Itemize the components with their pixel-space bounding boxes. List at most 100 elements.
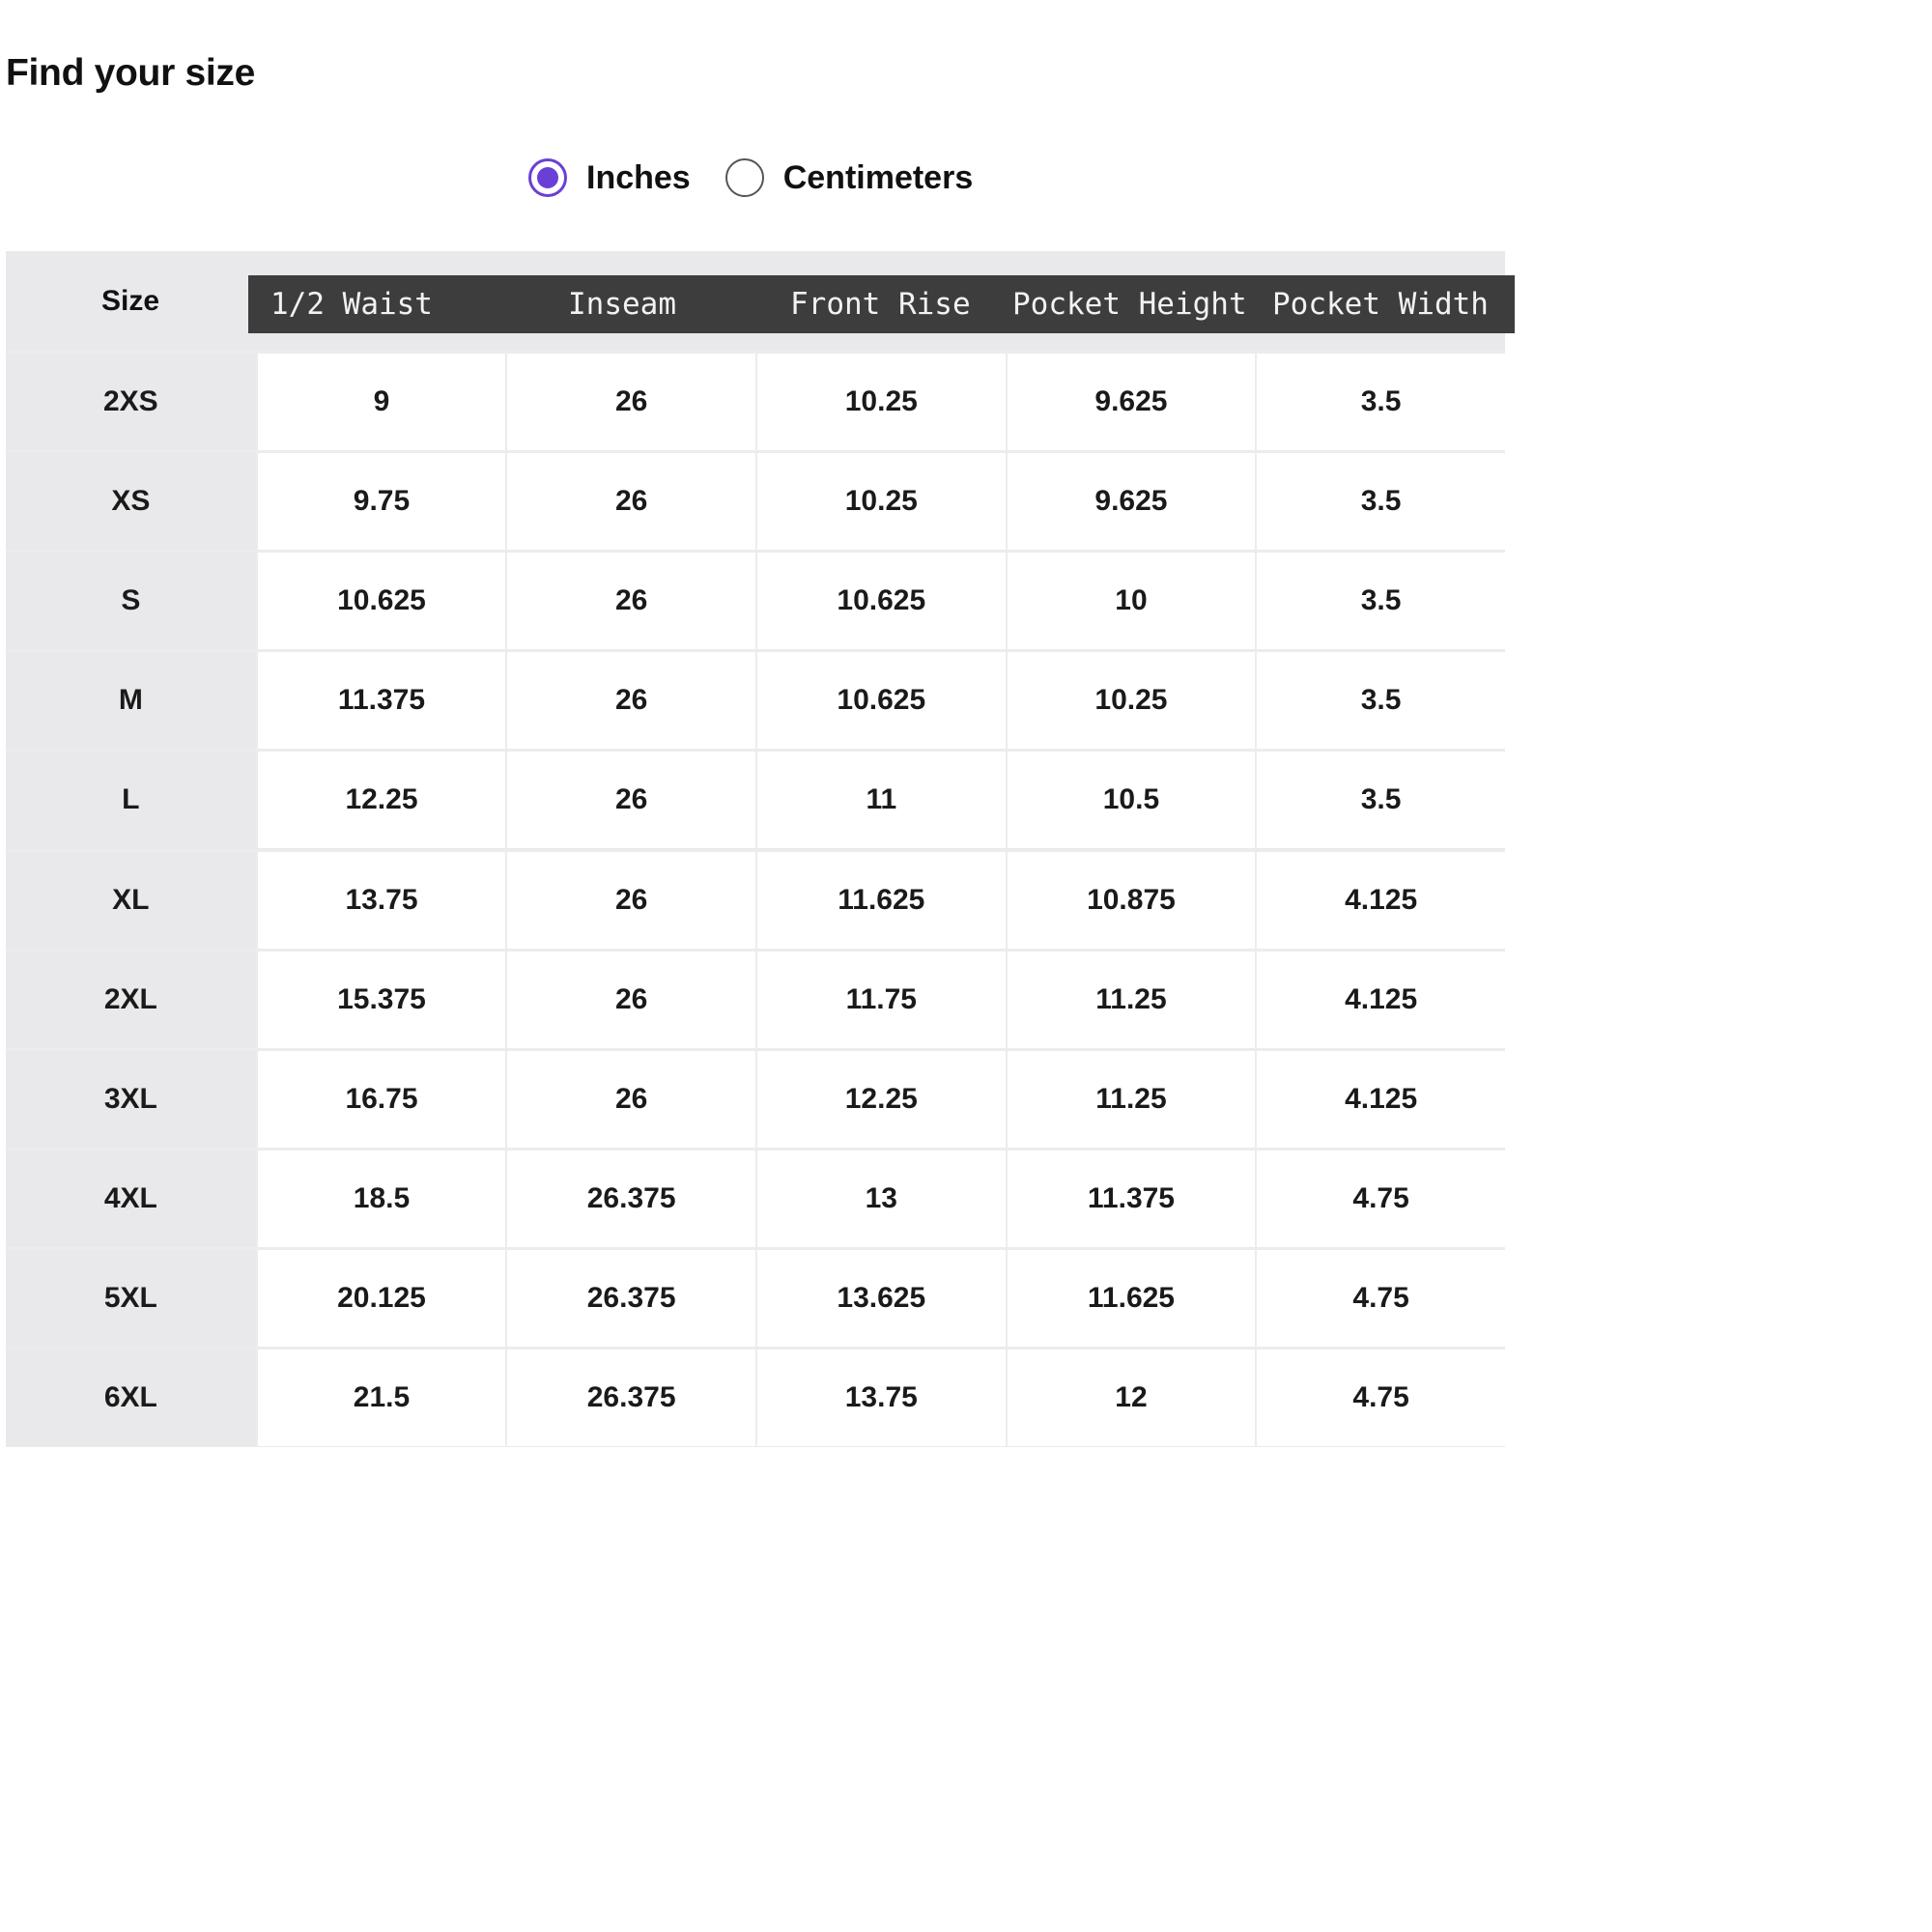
size-cell: XL: [6, 851, 256, 949]
unit-toggle: Inches Centimeters: [528, 155, 973, 201]
unit-option-inches[interactable]: Inches: [528, 158, 691, 197]
measurement-cell: 18.5: [255, 1150, 506, 1247]
centimeters-label: Centimeters: [782, 158, 974, 196]
row-separator: [6, 1246, 1505, 1250]
page-title: Find your size: [6, 52, 256, 94]
measurement-cell: 3.5: [1255, 453, 1505, 551]
measurement-cell: 26: [505, 453, 755, 551]
measurement-cell: 11.625: [754, 851, 1006, 949]
measurement-cell: 10.625: [255, 553, 506, 650]
measurement-cell: 26.375: [505, 1249, 755, 1347]
column-header-half-waist: 1/2 Waist: [270, 287, 433, 322]
measurement-cell: 4.75: [1255, 1249, 1505, 1347]
table-row: L 12.25 26 11 10.5 3.5: [6, 752, 1505, 849]
row-separator: [6, 649, 1505, 653]
size-cell: 5XL: [6, 1249, 256, 1347]
measurement-cell: 11.25: [1005, 1050, 1256, 1148]
measurement-cell: 10.25: [1005, 652, 1256, 750]
size-cell: 6XL: [6, 1350, 256, 1447]
measurement-cell: 4.75: [1255, 1350, 1505, 1447]
row-separator: [6, 1047, 1505, 1051]
measurement-cell: 26: [505, 652, 755, 750]
measurement-cell: 9.625: [1005, 354, 1256, 451]
measurement-cell: 9.625: [1005, 453, 1256, 551]
table-row: 2XL 15.375 26 11.75 11.25 4.125: [6, 951, 1505, 1048]
measurement-cell: 12.25: [754, 1050, 1006, 1148]
measurement-cell: 26: [505, 951, 755, 1048]
measurement-cell: 21.5: [255, 1350, 506, 1447]
size-cell: 2XL: [6, 951, 256, 1048]
table-row: XS 9.75 26 10.25 9.625 3.5: [6, 453, 1505, 551]
measurement-cell: 10.625: [754, 652, 1006, 750]
measurement-cell: 3.5: [1255, 553, 1505, 650]
table-row: M 11.375 26 10.625 10.25 3.5: [6, 652, 1505, 750]
measurement-header-bar: 1/2 Waist Inseam Front Rise Pocket Heigh…: [248, 275, 1515, 333]
measurement-cell: 20.125: [255, 1249, 506, 1347]
measurement-cell: 26: [505, 851, 755, 949]
row-separator: [6, 351, 1505, 354]
size-cell: 2XS: [6, 354, 256, 451]
measurement-cell: 11.75: [754, 951, 1006, 1048]
measurement-cell: 10: [1005, 553, 1256, 650]
column-header-pocket-height: Pocket Height: [1012, 287, 1247, 322]
row-separator: [6, 848, 1505, 852]
size-cell: L: [6, 752, 256, 849]
row-separator: [6, 749, 1505, 753]
measurement-cell: 10.625: [754, 553, 1006, 650]
measurement-cell: 11.625: [1005, 1249, 1256, 1347]
measurement-cell: 10.25: [754, 354, 1006, 451]
row-separator: [6, 550, 1505, 554]
centimeters-radio[interactable]: [724, 158, 764, 197]
measurement-cell: 10.25: [754, 453, 1006, 551]
size-column-header: Size: [100, 285, 160, 317]
measurement-cell: 4.125: [1255, 951, 1505, 1048]
size-chart-table: Size 2XS 9 26 10.25 9.625 3.5 XS 9.75 26 10.25 9.6…: [6, 251, 1505, 1447]
column-header-inseam: Inseam: [568, 287, 676, 322]
table-row: 4XL 18.5 26.375 13 11.375 4.75: [6, 1150, 1505, 1247]
measurement-cell: 11.375: [255, 652, 506, 750]
unit-option-centimeters[interactable]: Centimeters: [724, 158, 974, 197]
table-row: 2XS 9 26 10.25 9.625 3.5: [6, 354, 1505, 451]
column-header-front-rise: Front Rise: [790, 287, 971, 322]
measurement-cell: 26.375: [505, 1150, 755, 1247]
row-separator: [6, 948, 1505, 952]
table-row: XL 13.75 26 11.625 10.875 4.125: [6, 851, 1505, 949]
table-row: 6XL 21.5 26.375 13.75 12 4.75: [6, 1350, 1505, 1447]
measurement-cell: 13.625: [754, 1249, 1006, 1347]
measurement-cell: 4.75: [1255, 1150, 1505, 1247]
table-row: 3XL 16.75 26 12.25 11.25 4.125: [6, 1050, 1505, 1148]
table-row: 5XL 20.125 26.375 13.625 11.625 4.75: [6, 1249, 1505, 1347]
measurement-cell: 3.5: [1255, 354, 1505, 451]
measurement-cell: 13.75: [255, 851, 506, 949]
inches-radio[interactable]: [528, 158, 567, 197]
measurement-cell: 9: [255, 354, 506, 451]
measurement-cell: 16.75: [255, 1050, 506, 1148]
size-cell: S: [6, 553, 256, 650]
measurement-cell: 26: [505, 752, 755, 849]
measurement-cell: 26: [505, 1050, 755, 1148]
measurement-cell: 26: [505, 354, 755, 451]
measurement-cell: 4.125: [1255, 851, 1505, 949]
measurement-cell: 3.5: [1255, 752, 1505, 849]
measurement-cell: 15.375: [255, 951, 506, 1048]
size-cell: XS: [6, 453, 256, 551]
size-cell: M: [6, 652, 256, 750]
size-cell: 4XL: [6, 1150, 256, 1247]
measurement-cell: 11.375: [1005, 1150, 1256, 1247]
measurement-cell: 26: [505, 553, 755, 650]
row-separator: [6, 450, 1505, 454]
measurement-cell: 12.25: [255, 752, 506, 849]
measurement-cell: 11: [754, 752, 1006, 849]
measurement-cell: 10.875: [1005, 851, 1256, 949]
row-separator: [6, 1147, 1505, 1151]
table-row: S 10.625 26 10.625 10 3.5: [6, 553, 1505, 650]
measurement-cell: 4.125: [1255, 1050, 1505, 1148]
row-separator: [6, 1347, 1505, 1350]
measurement-cell: 3.5: [1255, 652, 1505, 750]
column-header-pocket-width: Pocket Width: [1272, 287, 1489, 322]
measurement-cell: 26.375: [505, 1350, 755, 1447]
measurement-cell: 13.75: [754, 1350, 1006, 1447]
measurement-cell: 11.25: [1005, 951, 1256, 1048]
measurement-cell: 12: [1005, 1350, 1256, 1447]
inches-label: Inches: [586, 158, 691, 196]
